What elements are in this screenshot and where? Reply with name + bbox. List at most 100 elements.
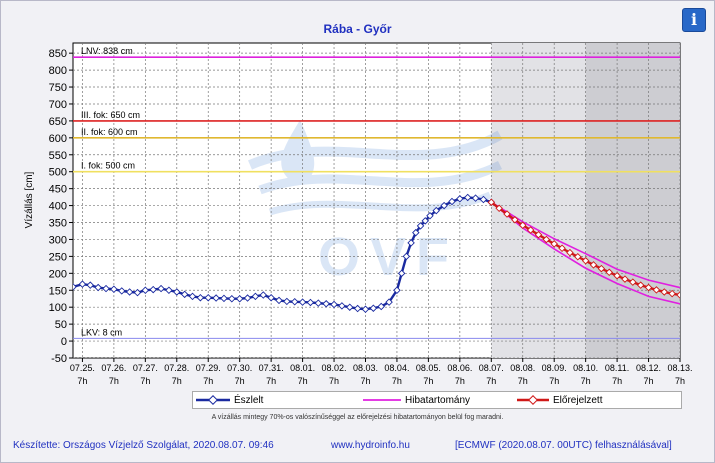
axes: -50 0 50 100 150 200 250 300 350 400 450 500 550 600 6… [49, 48, 693, 386]
data-point [668, 289, 676, 298]
info-icon[interactable]: i [682, 8, 706, 32]
data-point [393, 286, 401, 295]
x-tick-hour: 7h [518, 376, 528, 386]
data-point [361, 305, 370, 313]
data-point [426, 211, 434, 220]
legend-observed-swatch [196, 395, 230, 405]
legend-band-swatch [363, 399, 401, 401]
x-tick-date: 08.08. [510, 363, 535, 373]
data-point [456, 195, 464, 203]
data-point [605, 268, 613, 277]
level-label-lkv: LKV: 8 cm [81, 327, 122, 337]
data-point [676, 291, 680, 299]
data-point [243, 294, 252, 302]
data-point [173, 288, 181, 296]
x-tick-hour: 7h [423, 376, 433, 386]
data-point [267, 293, 275, 302]
data-point [542, 235, 551, 244]
data-point [290, 298, 299, 306]
x-tick-hour: 7h [140, 376, 150, 386]
data-point [581, 257, 590, 265]
y-tick-label: 200 [49, 268, 67, 280]
x-tick-hour: 7h [235, 376, 245, 386]
x-tick-date: 08.02. [322, 363, 347, 373]
x-tick-date: 08.11. [605, 363, 629, 373]
data-point [416, 222, 425, 230]
x-tick-date: 08.06. [447, 363, 472, 373]
data-point [228, 294, 236, 303]
x-tick-hour: 7h [486, 376, 496, 386]
data-point [322, 300, 330, 308]
data-point [397, 269, 406, 278]
x-tick-date: 08.12. [636, 363, 661, 373]
legend-band-label: Hibatartomány [405, 394, 471, 406]
x-tick-date: 08.07. [479, 363, 504, 373]
footer-author: Készítette: Országos Vízjelző Szolgálat,… [13, 440, 274, 451]
y-tick-label: 50 [55, 319, 67, 331]
data-point [377, 302, 385, 311]
y-tick-label: 250 [49, 251, 67, 263]
x-tick-date: 07.25. [70, 363, 95, 373]
level-label-deg3: III. fok: 650 cm [81, 110, 140, 120]
x-tick-date: 08.01. [290, 363, 315, 373]
level-label-deg1: I. fok: 500 cm [81, 161, 135, 171]
data-point [448, 197, 456, 206]
data-point [314, 299, 323, 307]
data-point [283, 297, 291, 306]
data-point [165, 286, 173, 295]
y-tick-label: 700 [49, 99, 67, 111]
y-tick-label: 650 [49, 116, 67, 128]
data-point [188, 292, 197, 301]
data-point [511, 216, 519, 224]
x-tick-hour: 7h [172, 376, 182, 386]
data-point [621, 275, 629, 283]
y-tick-label: 400 [49, 201, 67, 213]
x-tick-date: 07.31. [259, 363, 284, 373]
threshold-lines: LNV: 838 cm III. fok: 650 cm II. fok: 600 … [73, 46, 680, 339]
data-point [534, 230, 543, 239]
legend-item-observed: Észlelt [196, 393, 263, 407]
data-point [407, 239, 415, 247]
data-point [597, 264, 606, 273]
forecast-shading [491, 43, 680, 358]
data-point [629, 278, 637, 286]
x-tick-date: 07.29. [196, 363, 221, 373]
data-point [471, 194, 480, 202]
data-point [369, 304, 378, 312]
legend-item-forecast: Előrejelzett [517, 393, 602, 407]
data-point [503, 210, 511, 218]
x-tick-hour: 7h [675, 376, 685, 386]
x-tick-hour: 7h [203, 376, 213, 386]
data-point [259, 291, 268, 299]
data-point [330, 300, 338, 309]
data-point [110, 285, 118, 293]
y-tick-label: 750 [49, 82, 67, 94]
data-point [94, 283, 102, 292]
x-tick-hour: 7h [109, 376, 119, 386]
x-tick-date: 08.03. [353, 363, 378, 373]
data-point [644, 283, 653, 292]
x-tick-hour: 7h [329, 376, 339, 386]
svg-text:OVF: OVF [318, 227, 459, 287]
data-point [306, 298, 315, 307]
data-point [78, 280, 87, 288]
data-point [558, 244, 566, 253]
legend-item-band: Hibatartomány [363, 393, 470, 407]
x-tick-hour: 7h [644, 376, 654, 386]
data-point [385, 298, 393, 306]
x-tick-hour: 7h [266, 376, 276, 386]
x-tick-hour: 7h [581, 376, 591, 386]
footer-website-link[interactable]: www.hydroinfo.hu [331, 440, 410, 451]
x-tick-date: 08.04. [384, 363, 409, 373]
data-point [133, 288, 142, 297]
y-tick-label: 850 [49, 48, 67, 60]
data-point [550, 240, 558, 248]
data-point [338, 302, 346, 310]
data-point [526, 226, 535, 234]
data-point [196, 293, 205, 302]
data-point [652, 286, 661, 294]
data-point [73, 283, 77, 291]
data-point [487, 198, 496, 206]
y-tick-label: 600 [49, 133, 67, 145]
data-point [402, 252, 411, 261]
